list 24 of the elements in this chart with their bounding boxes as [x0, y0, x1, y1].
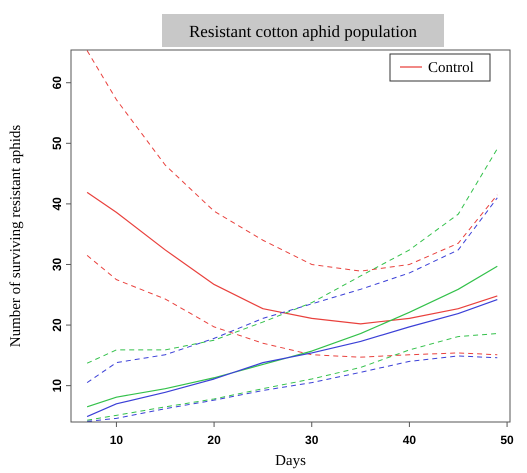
y-tick-label: 50 — [50, 136, 64, 150]
line-series — [86, 50, 498, 272]
y-tick-label: 10 — [50, 378, 64, 392]
chart-title: Resistant cotton aphid population — [188, 22, 418, 41]
y-tick-label: 60 — [50, 76, 64, 90]
line-series — [86, 148, 498, 364]
x-tick-label: 10 — [110, 433, 124, 447]
x-tick-label: 30 — [305, 433, 319, 447]
y-tick-label: 30 — [50, 257, 64, 272]
line-series — [86, 355, 498, 422]
line-series — [86, 197, 498, 384]
y-tick-label: 20 — [50, 318, 64, 332]
line-series — [86, 333, 498, 421]
line-series — [86, 192, 498, 324]
legend-label: Control — [428, 60, 474, 76]
line-series — [86, 299, 498, 418]
x-tick-label: 50 — [500, 433, 514, 447]
line-series — [86, 266, 498, 408]
x-tick-label: 20 — [207, 433, 222, 447]
y-axis-title: Number of surviving resistant aphids — [8, 124, 24, 348]
x-tick-label: 40 — [402, 433, 416, 447]
line-series — [86, 254, 498, 358]
x-axis-title: Days — [275, 453, 306, 469]
y-tick-label: 40 — [50, 196, 64, 211]
